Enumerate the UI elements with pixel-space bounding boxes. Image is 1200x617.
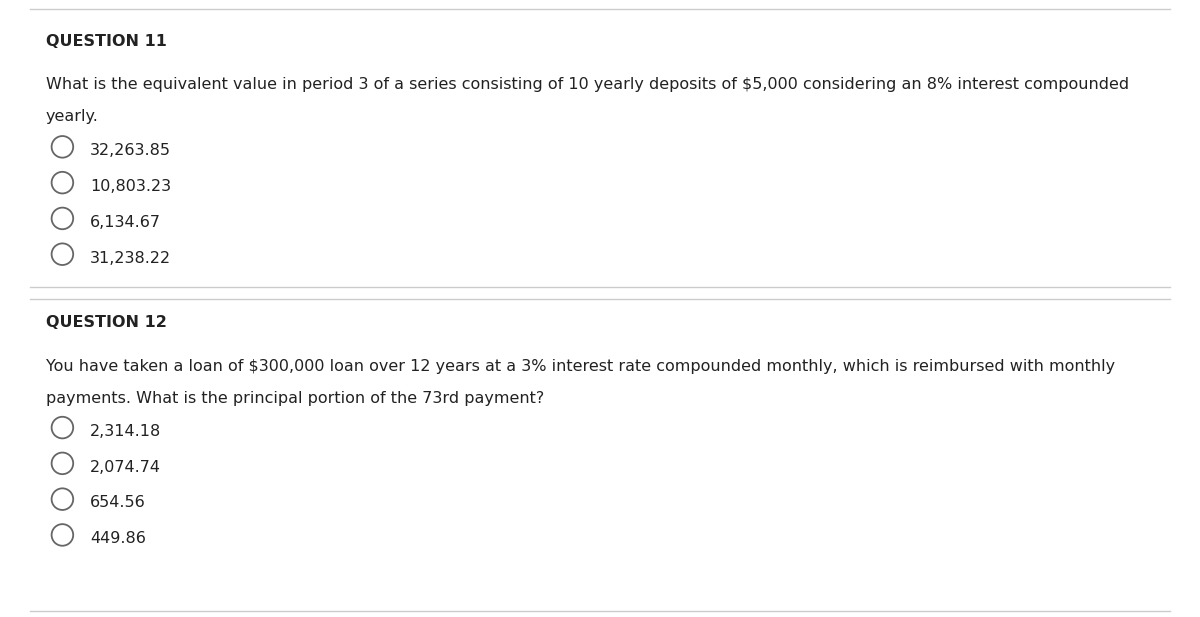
Text: payments. What is the principal portion of the 73rd payment?: payments. What is the principal portion … xyxy=(46,391,544,406)
Text: 6,134.67: 6,134.67 xyxy=(90,215,161,230)
Text: 32,263.85: 32,263.85 xyxy=(90,143,172,158)
Text: 449.86: 449.86 xyxy=(90,531,146,546)
Text: You have taken a loan of $300,000 loan over 12 years at a 3% interest rate compo: You have taken a loan of $300,000 loan o… xyxy=(46,359,1115,374)
Text: 10,803.23: 10,803.23 xyxy=(90,179,172,194)
Text: 654.56: 654.56 xyxy=(90,495,145,510)
Text: QUESTION 12: QUESTION 12 xyxy=(46,315,167,329)
Text: yearly.: yearly. xyxy=(46,109,98,124)
Text: 31,238.22: 31,238.22 xyxy=(90,251,172,265)
Text: QUESTION 11: QUESTION 11 xyxy=(46,34,167,49)
Text: 2,074.74: 2,074.74 xyxy=(90,460,161,474)
Text: 2,314.18: 2,314.18 xyxy=(90,424,161,439)
Text: What is the equivalent value in period 3 of a series consisting of 10 yearly dep: What is the equivalent value in period 3… xyxy=(46,77,1129,92)
